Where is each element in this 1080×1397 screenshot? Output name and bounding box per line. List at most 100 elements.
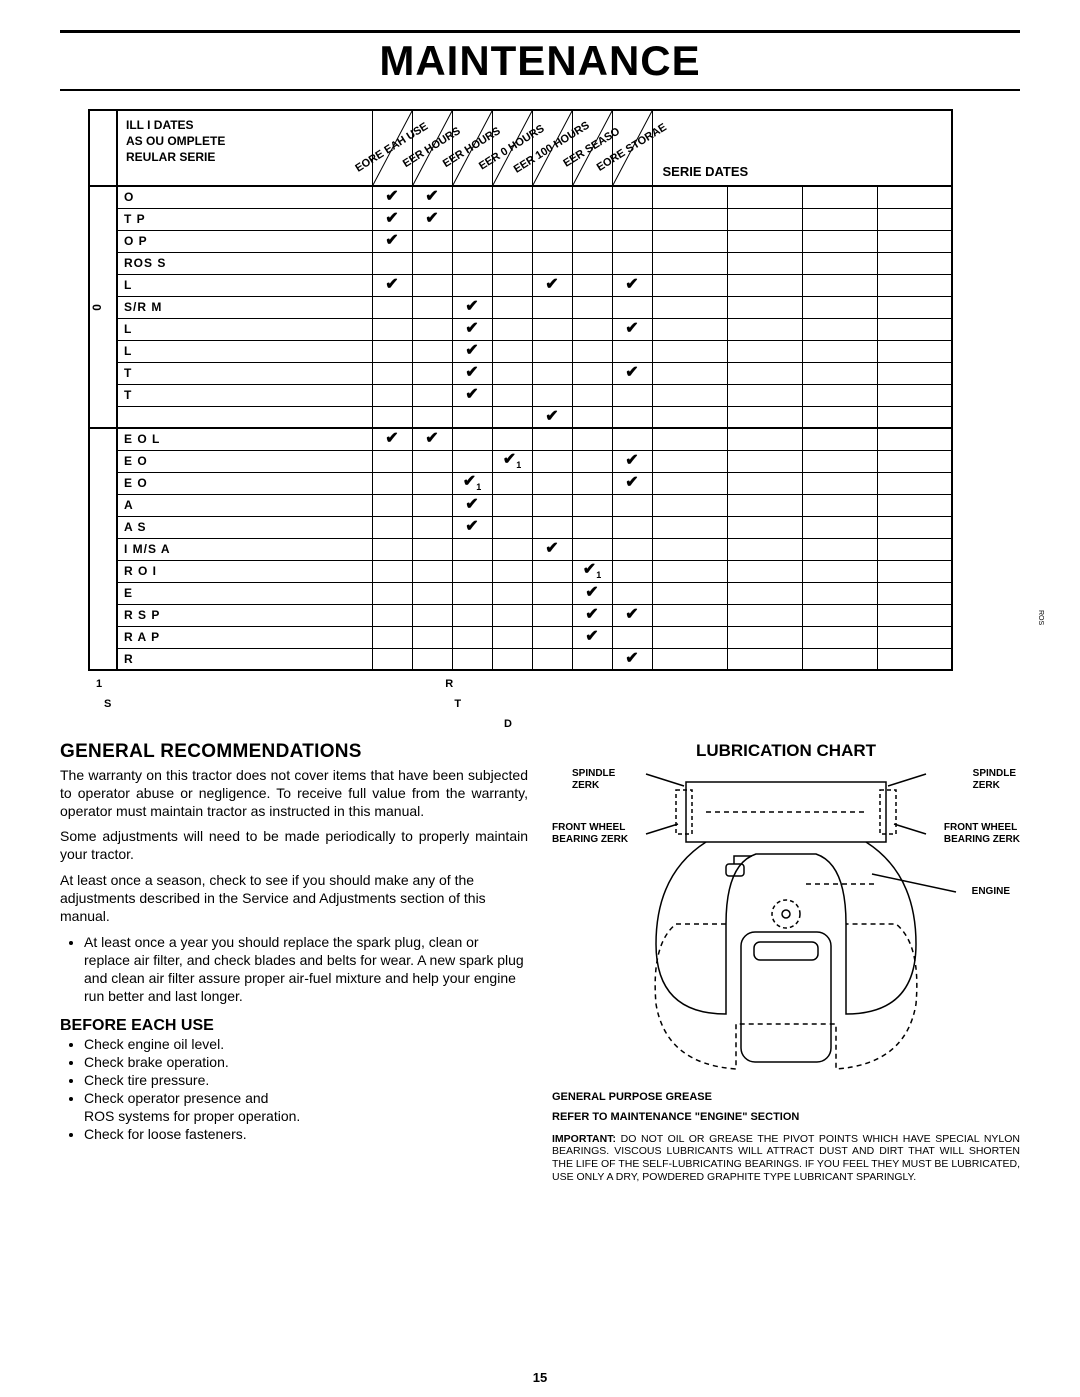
check-cell xyxy=(532,604,572,626)
check-cell xyxy=(412,252,452,274)
service-date-cell xyxy=(652,538,727,560)
check-cell xyxy=(372,472,412,494)
check-cell xyxy=(532,340,572,362)
check-cell xyxy=(412,296,452,318)
label-wheel-right: FRONT WHEELBEARING ZERK xyxy=(944,822,1020,845)
check-cell xyxy=(452,538,492,560)
service-date-cell xyxy=(802,274,877,296)
check-cell xyxy=(492,494,532,516)
check-cell xyxy=(612,494,652,516)
label-engine: ENGINE xyxy=(972,886,1010,898)
check-cell xyxy=(492,472,532,494)
service-date-cell xyxy=(877,274,952,296)
service-date-cell xyxy=(802,318,877,340)
check-cell xyxy=(532,362,572,384)
check-cell xyxy=(372,450,412,472)
task-cell: L xyxy=(117,318,372,340)
service-date-cell xyxy=(727,516,802,538)
service-date-cell xyxy=(652,648,727,670)
check-cell xyxy=(372,494,412,516)
service-date-cell xyxy=(877,582,952,604)
check-cell: ✔ xyxy=(372,186,412,208)
task-cell: L xyxy=(117,274,372,296)
check-cell: ✔ xyxy=(372,208,412,230)
check-cell xyxy=(452,428,492,450)
check-cell xyxy=(412,450,452,472)
check-cell xyxy=(492,582,532,604)
service-date-cell xyxy=(802,472,877,494)
check-cell xyxy=(412,648,452,670)
check-cell xyxy=(532,186,572,208)
service-date-cell xyxy=(652,494,727,516)
check-cell: ✔ xyxy=(612,274,652,296)
check-cell: ✔ xyxy=(372,274,412,296)
service-date-cell xyxy=(802,560,877,582)
check-cell xyxy=(612,252,652,274)
check-cell xyxy=(612,340,652,362)
service-date-cell xyxy=(652,230,727,252)
title-underline xyxy=(60,89,1020,91)
service-date-cell xyxy=(802,494,877,516)
check-cell xyxy=(532,560,572,582)
check-cell xyxy=(492,384,532,406)
check-cell xyxy=(572,230,612,252)
check-cell: ✔1 xyxy=(492,450,532,472)
check-cell xyxy=(372,406,412,428)
label-spindle-right: SPINDLEZERK xyxy=(973,768,1016,791)
service-date-cell xyxy=(877,626,952,648)
service-date-cell xyxy=(802,230,877,252)
service-date-cell xyxy=(727,208,802,230)
check-cell xyxy=(532,472,572,494)
check-item: Check brake operation. xyxy=(84,1054,528,1072)
service-date-cell xyxy=(727,648,802,670)
service-date-cell xyxy=(802,604,877,626)
check-cell xyxy=(532,296,572,318)
check-cell xyxy=(532,318,572,340)
check-cell xyxy=(412,604,452,626)
check-cell xyxy=(372,340,412,362)
lub-important: IMPORTANT: DO NOT OIL OR GREASE THE PIVO… xyxy=(552,1133,1020,1183)
task-cell: E xyxy=(117,582,372,604)
top-rule xyxy=(60,30,1020,33)
diag-header: EER HOURS xyxy=(412,110,452,186)
check-cell xyxy=(572,538,612,560)
check-cell: ✔ xyxy=(452,318,492,340)
check-cell xyxy=(492,362,532,384)
check-cell: ✔ xyxy=(452,296,492,318)
check-cell xyxy=(372,516,412,538)
check-cell xyxy=(532,252,572,274)
service-date-cell xyxy=(727,318,802,340)
check-cell: ✔1 xyxy=(572,560,612,582)
service-date-cell xyxy=(652,450,727,472)
check-cell: ✔1 xyxy=(452,472,492,494)
check-cell: ✔ xyxy=(572,582,612,604)
page-number: 15 xyxy=(533,1370,547,1385)
check-cell xyxy=(412,318,452,340)
service-date-cell xyxy=(877,186,952,208)
section-label xyxy=(89,428,117,670)
diag-header: EER 100 HOURS xyxy=(532,110,572,186)
side-label: ROS xyxy=(1037,610,1044,625)
check-cell xyxy=(532,516,572,538)
service-date-cell xyxy=(652,582,727,604)
task-cell: R A P xyxy=(117,626,372,648)
service-date-cell xyxy=(877,472,952,494)
check-cell xyxy=(412,274,452,296)
check-cell xyxy=(372,560,412,582)
check-cell xyxy=(452,274,492,296)
check-cell xyxy=(492,538,532,560)
service-date-cell xyxy=(727,428,802,450)
service-date-cell xyxy=(727,362,802,384)
task-cell: ROS S xyxy=(117,252,372,274)
service-date-cell xyxy=(727,538,802,560)
check-cell xyxy=(492,252,532,274)
check-cell xyxy=(452,626,492,648)
check-cell xyxy=(412,626,452,648)
service-date-cell xyxy=(877,230,952,252)
check-cell xyxy=(532,428,572,450)
service-date-cell xyxy=(727,582,802,604)
service-date-cell xyxy=(727,230,802,252)
service-date-cell xyxy=(877,340,952,362)
table-header-text: ILL I DATESAS OU OMPLETEREULAR SERIE xyxy=(117,110,372,186)
service-date-cell xyxy=(652,384,727,406)
